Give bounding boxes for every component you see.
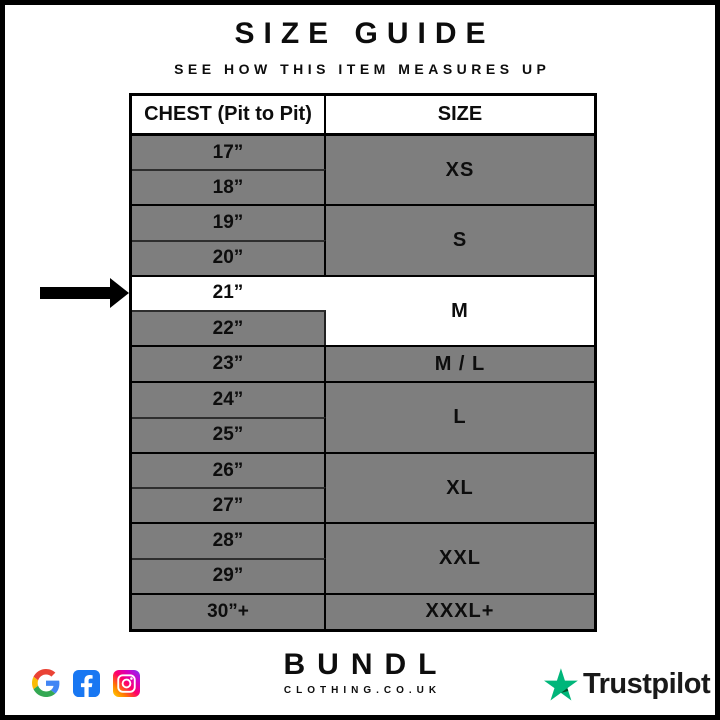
page-subtitle: SEE HOW THIS ITEM MEASURES UP (174, 61, 551, 77)
size-cell: XXL (439, 547, 481, 570)
chest-cell: 19” (132, 206, 326, 240)
size-cell: XL (446, 476, 474, 499)
highlight-arrow-icon (40, 278, 129, 308)
chest-cell: 30”+ (132, 594, 326, 629)
chest-cell: 22” (132, 310, 326, 346)
size-guide-table: CHEST (Pit to Pit) SIZE 17” 18” XS 19” 2… (129, 93, 597, 632)
social-icons (32, 669, 140, 697)
chest-column-header: CHEST (Pit to Pit) (132, 96, 326, 133)
size-cell: M (451, 299, 469, 322)
size-group-xl: 26” 27” XL (132, 453, 594, 525)
size-group-m-highlighted: 21” 22” M (132, 276, 594, 348)
size-cell: L (453, 406, 467, 429)
size-cell: M / L (434, 352, 486, 375)
brand-domain: CLOTHING.CO.UK (283, 685, 442, 696)
size-group-ml: 23” M / L (132, 347, 594, 384)
size-cell: S (452, 229, 468, 252)
trustpilot-star-icon (544, 668, 578, 701)
size-cell: XS (445, 158, 475, 181)
instagram-icon (113, 669, 140, 697)
trustpilot-logo: Trustpilot (544, 668, 711, 701)
chest-cell: 18” (132, 169, 326, 205)
table-header-row: CHEST (Pit to Pit) SIZE (132, 96, 594, 136)
chest-cell-highlighted: 21” (132, 276, 326, 311)
chest-cell: 24” (132, 383, 326, 417)
chest-cell: 26” (132, 453, 326, 488)
size-cell: XXXL+ (425, 600, 495, 623)
chest-cell: 25” (132, 416, 326, 452)
size-column-header: SIZE (437, 103, 483, 125)
size-group-xxl: 28” 29” XXL (132, 524, 594, 595)
brand-name: BUNDL (283, 648, 449, 681)
size-group-xs: 17” 18” XS (132, 136, 594, 207)
brand-logo: BUNDL CLOTHING.CO.UK (5, 648, 715, 697)
chest-cell: 17” (132, 136, 326, 170)
size-group-l: 24” 25” L (132, 383, 594, 454)
chest-cell: 20” (132, 239, 326, 275)
table-body: 17” 18” XS 19” 20” S 21” 22” M (132, 136, 594, 629)
size-group-s: 19” 20” S (132, 206, 594, 277)
chest-cell: 27” (132, 487, 326, 523)
facebook-icon (73, 669, 100, 697)
chest-cell: 29” (132, 557, 326, 593)
size-group-xxxl: 30”+ XXXL+ (132, 594, 594, 629)
google-icon (32, 669, 60, 697)
chest-cell: 23” (132, 347, 326, 382)
trustpilot-wordmark: Trustpilot (583, 668, 711, 700)
page-title: SIZE GUIDE (234, 17, 495, 50)
chest-cell: 28” (132, 524, 326, 558)
